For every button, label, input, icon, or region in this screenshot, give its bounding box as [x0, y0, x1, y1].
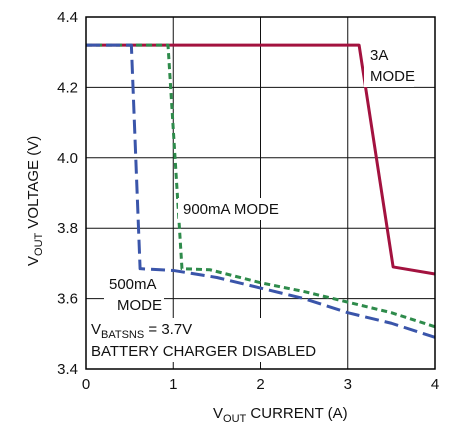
x-tick-label: 3 [344, 376, 352, 393]
annotation-condition-vbatsns: VBATSNS = 3.7V [91, 321, 192, 341]
annotation-500ma-mode-line2: MODE [117, 297, 162, 314]
x-tick-label: 1 [169, 376, 177, 393]
label-background-900 [178, 198, 292, 220]
x-tick-label: 4 [431, 376, 439, 393]
y-tick-label: 3.6 [57, 291, 78, 308]
y-tick-label: 4.2 [57, 79, 78, 96]
tick-labels: 0 1 2 3 4 3.4 3.6 3.8 4.0 4.2 4.4 [57, 9, 439, 393]
series-line-2 [86, 43, 436, 339]
x-tick-label: 2 [256, 376, 264, 393]
series-line-0 [86, 43, 436, 276]
x-axis-title: VOUT CURRENT (A) [213, 405, 348, 425]
y-tick-label: 3.4 [57, 361, 78, 378]
y-tick-label: 4.4 [57, 9, 78, 26]
series-lines [86, 43, 436, 339]
plot-frame [85, 16, 436, 370]
annotation-500ma-mode-line1: 500mA [109, 276, 157, 293]
annotation-900ma-mode: 900mA MODE [183, 201, 279, 218]
y-axis-title: VOUT VOLTAGE (V) [25, 136, 45, 266]
y-tick-label: 3.8 [57, 220, 78, 237]
label-background-500 [104, 274, 164, 316]
annotation-3a-mode-line2: MODE [370, 68, 415, 85]
y-tick-label: 4.0 [57, 150, 78, 167]
series-line-1 [86, 43, 436, 329]
x-tick-label: 0 [82, 376, 90, 393]
annotation-condition-charger: BATTERY CHARGER DISABLED [91, 343, 316, 360]
annotation-3a-mode-line1: 3A [370, 47, 388, 64]
label-background-condition [89, 318, 335, 362]
label-background-3a [364, 45, 414, 87]
